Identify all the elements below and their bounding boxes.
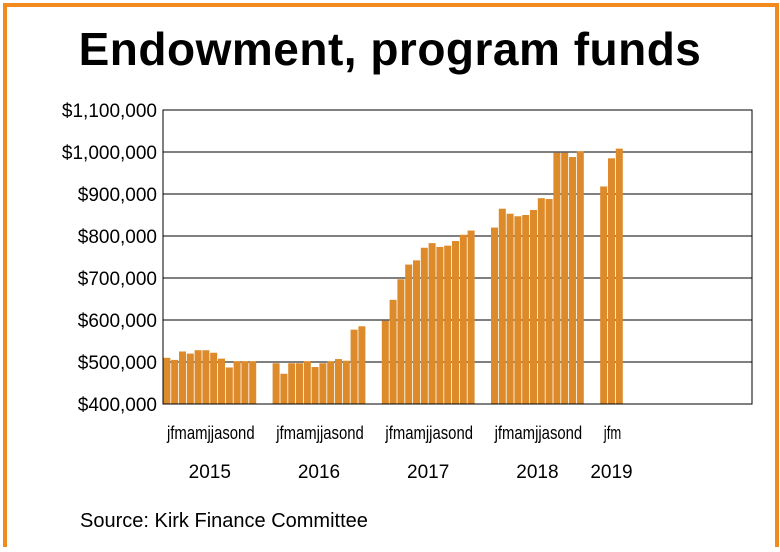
bar — [358, 326, 366, 404]
bar — [296, 363, 303, 404]
bar — [241, 361, 249, 404]
bar — [350, 329, 358, 404]
bar — [608, 158, 615, 404]
y-axis-ticks: $1,100,000 $1,000,000 $900,000 $800,000 $700… — [62, 101, 157, 416]
bar — [225, 367, 233, 404]
x-axis-ticks: jfmamjjasond jfmamjjasond jfmamjjasond jfma… — [166, 423, 621, 443]
chart-frame — [3, 3, 779, 547]
bar — [163, 357, 171, 404]
bar — [420, 247, 428, 404]
bar — [319, 363, 327, 404]
bar — [545, 199, 553, 404]
y-tick-label: $400,000 — [78, 395, 157, 416]
bar — [452, 241, 459, 404]
y-tick-label: $600,000 — [78, 311, 157, 332]
bar — [576, 151, 584, 404]
y-tick-label: $700,000 — [78, 269, 157, 290]
bar — [288, 363, 296, 404]
bar — [436, 246, 444, 404]
bar — [335, 359, 342, 404]
bar — [179, 351, 186, 404]
bar — [303, 361, 311, 404]
month-tick-labels: jfmamjjasond — [275, 423, 363, 443]
year-label: 2019 — [590, 462, 632, 483]
chart-svg: $1,100,000 $1,000,000 $900,000 $800,000 $700… — [62, 101, 753, 483]
bar — [444, 245, 452, 404]
month-tick-labels: jfmamjjasond — [385, 423, 473, 443]
y-tick-label: $900,000 — [78, 185, 157, 206]
source-note: Source: Kirk Finance Committee — [80, 510, 368, 532]
year-label: 2018 — [516, 462, 558, 483]
year-label: 2015 — [189, 462, 231, 483]
bar — [615, 148, 623, 404]
bar — [218, 358, 225, 404]
bar — [459, 234, 467, 404]
bar — [428, 243, 436, 404]
bar — [506, 213, 514, 404]
year-label: 2017 — [407, 462, 449, 483]
bar — [491, 227, 498, 404]
bar — [280, 373, 288, 404]
plot-area — [162, 109, 753, 405]
bar — [537, 198, 545, 404]
year-labels: 2015 2016 2017 2018 2019 — [189, 462, 633, 483]
bar — [405, 264, 413, 404]
bar — [498, 208, 506, 404]
bar — [233, 361, 241, 404]
bar — [202, 350, 210, 404]
bar — [327, 361, 335, 404]
bar — [389, 299, 397, 404]
y-tick-label: $1,100,000 — [62, 101, 157, 122]
y-tick-label: $500,000 — [78, 353, 157, 374]
month-tick-labels: jfmamjjasond — [494, 423, 582, 443]
bar — [171, 359, 179, 404]
bar — [600, 186, 608, 404]
year-label: 2016 — [298, 462, 340, 483]
bars — [163, 148, 623, 404]
bar — [249, 361, 257, 404]
bar — [553, 152, 561, 404]
bar — [186, 353, 194, 404]
y-tick-label: $1,000,000 — [62, 143, 157, 164]
bar — [561, 152, 569, 404]
bar — [397, 279, 405, 404]
bar — [413, 260, 420, 404]
bar — [381, 320, 389, 404]
y-tick-label: $800,000 — [78, 227, 157, 248]
bar — [569, 157, 576, 404]
bar — [210, 352, 218, 404]
chart-title: Endowment, program funds — [78, 23, 702, 75]
bar — [530, 209, 537, 404]
bar — [272, 363, 280, 404]
month-tick-labels: jfm — [603, 423, 621, 443]
bar — [311, 367, 319, 404]
bar — [514, 216, 522, 404]
bar — [194, 350, 202, 404]
bar — [522, 215, 530, 404]
bar — [342, 360, 350, 404]
bar — [467, 230, 475, 404]
month-tick-labels: jfmamjjasond — [166, 423, 254, 443]
